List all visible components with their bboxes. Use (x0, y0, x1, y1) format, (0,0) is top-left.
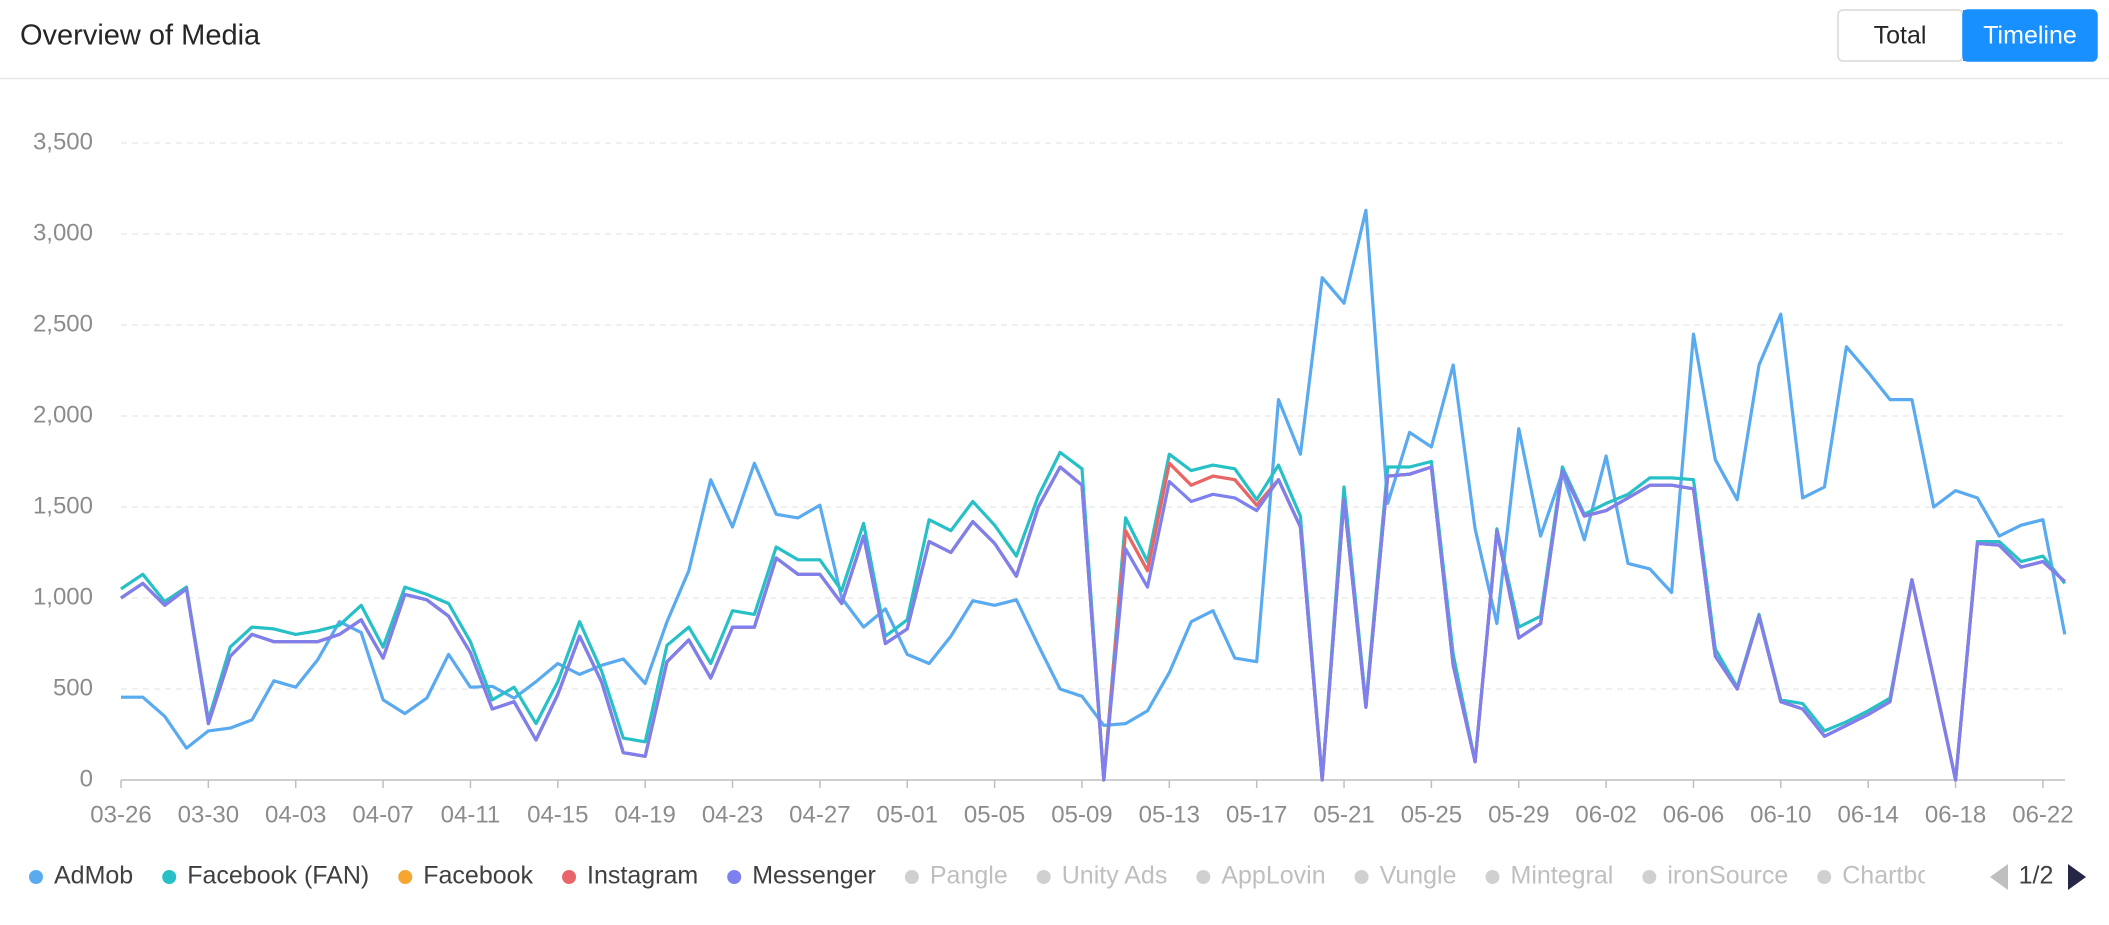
y-tick-label: 0 (80, 765, 93, 792)
legend-inactive-label[interactable]: AppLovin (1221, 862, 1325, 890)
legend-marker (29, 870, 43, 884)
legend-inactive-label[interactable]: ironSource (1667, 862, 1788, 890)
legend-inactive-label[interactable]: Unity Ads (1062, 862, 1168, 890)
x-tick-label: 04-15 (527, 801, 588, 828)
legend-prev[interactable] (1990, 864, 2008, 890)
x-tick-label: 06-06 (1663, 801, 1724, 828)
y-tick-label: 2,500 (33, 310, 93, 337)
total-button-label[interactable]: Total (1874, 22, 1927, 50)
legend-marker (398, 870, 413, 884)
x-tick-label: 05-09 (1051, 801, 1112, 828)
legend-marker (727, 870, 742, 884)
legend-inactive-label[interactable]: Mintegral (1511, 862, 1614, 890)
legend-label[interactable]: Facebook (423, 862, 533, 890)
legend-page: 1/2 (2019, 862, 2054, 890)
legend-marker (562, 870, 577, 884)
x-tick-label: 06-22 (2012, 801, 2073, 828)
y-tick-label: 1,000 (33, 583, 93, 610)
x-tick-label: 06-14 (1838, 801, 1899, 828)
y-tick-label: 3,000 (33, 219, 93, 246)
x-tick-label: 04-27 (789, 801, 850, 828)
x-tick-label: 06-18 (1925, 801, 1986, 828)
x-tick-label: 05-13 (1139, 801, 1200, 828)
series-line (121, 208, 2067, 750)
x-tick-label: 05-17 (1226, 801, 1287, 828)
legend-label[interactable]: Instagram (587, 862, 698, 890)
legend-inactive-label[interactable]: Vungle (1380, 862, 1457, 890)
legend-inactive-marker (904, 870, 919, 884)
y-tick-label: 2,000 (33, 401, 93, 428)
x-tick-label: 04-19 (614, 801, 675, 828)
legend-inactive-marker (1036, 870, 1051, 884)
legend-inactive-marker (1196, 870, 1211, 884)
legend-inactive-label[interactable]: Pangle (930, 862, 1008, 890)
x-tick-label: 04-23 (702, 801, 763, 828)
x-tick-label: 05-29 (1488, 801, 1549, 828)
y-tick-label: 500 (53, 674, 93, 701)
x-tick-label: 05-21 (1313, 801, 1374, 828)
legend-next[interactable] (2068, 864, 2086, 890)
view-toggle: Total Timeline (1837, 9, 2098, 62)
legend-inactive-marker (1354, 870, 1369, 884)
series-line (120, 465, 2066, 782)
x-tick-label: 06-10 (1750, 801, 1811, 828)
x-tick-label: 05-05 (964, 801, 1025, 828)
legend-inactive-marker (1642, 870, 1657, 884)
y-tick-label: 3,500 (33, 128, 93, 155)
legend-label[interactable]: Facebook (FAN) (187, 862, 369, 890)
card-title: Overview of Media (20, 20, 261, 52)
legend-inactive-marker (1817, 870, 1832, 884)
y-tick-label: 1,500 (33, 492, 93, 519)
x-tick-label: 05-01 (877, 801, 938, 828)
x-tick-label: 04-07 (352, 801, 413, 828)
x-tick-label: 06-02 (1575, 801, 1636, 828)
x-tick-label: 03-26 (90, 801, 151, 828)
legend-inactive-marker (1485, 870, 1500, 884)
x-tick-label: 04-03 (265, 801, 326, 828)
legend-label[interactable]: Messenger (752, 862, 876, 890)
button-joint (1963, 10, 1973, 61)
timeline-button-label[interactable]: Timeline (1983, 22, 2077, 50)
x-tick-label: 03-30 (178, 801, 239, 828)
x-tick-label: 05-25 (1401, 801, 1462, 828)
legend-label[interactable]: AdMob (54, 862, 133, 890)
legend-marker (162, 870, 177, 884)
x-tick-label: 04-11 (441, 801, 501, 828)
